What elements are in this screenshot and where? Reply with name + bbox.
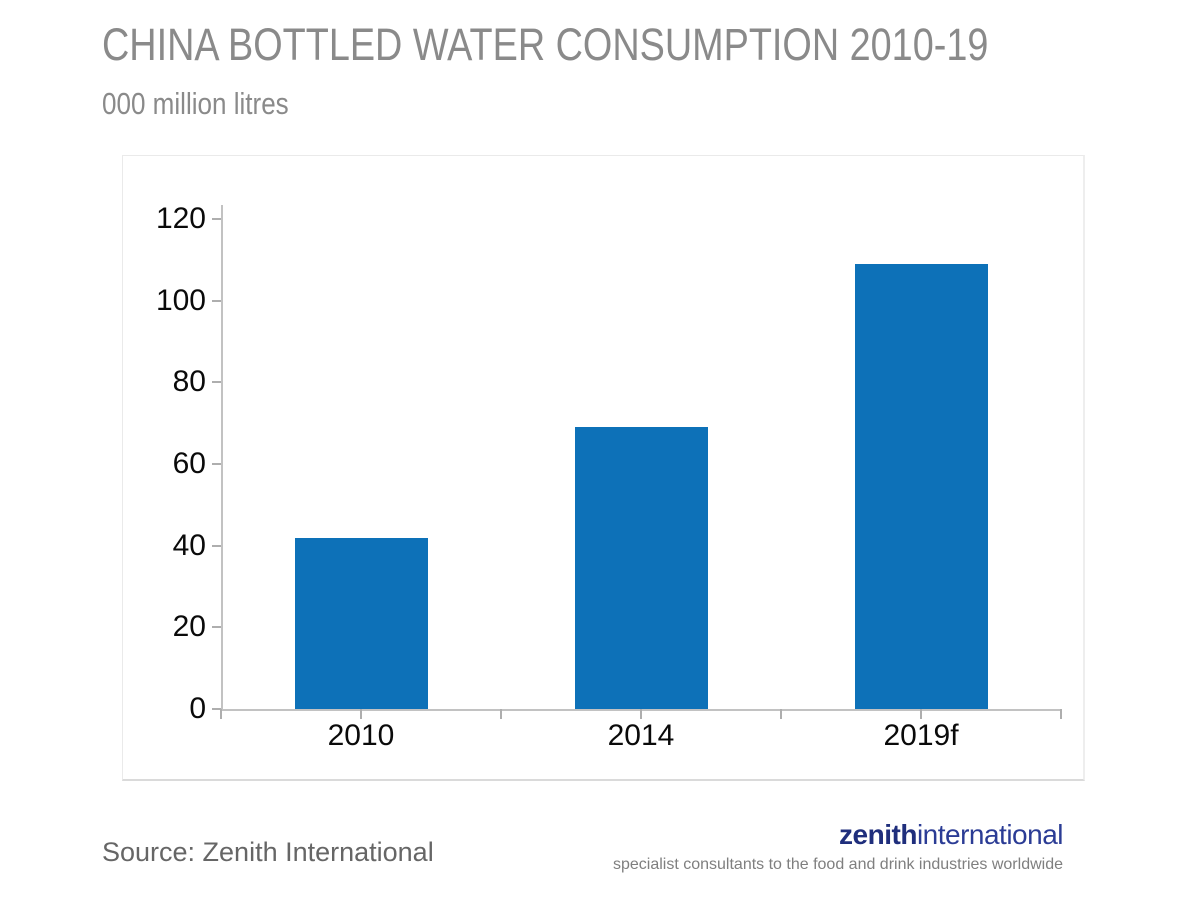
y-axis-tick-label: 40 [172,528,206,562]
y-axis-tick-label: 100 [155,283,206,317]
x-axis-category-label: 2019f [883,719,959,752]
logo-wordmark: zenithinternational [613,818,1063,852]
x-axis-tick [640,709,642,719]
y-axis-tick [212,544,221,547]
logo-wordmark-bold: zenith [839,819,917,850]
y-axis-tick-label: 0 [189,692,206,725]
x-axis-tick [220,709,222,719]
y-axis-tick-label: 60 [172,447,206,480]
x-axis-tick [1060,709,1062,719]
bar-2014 [574,427,708,709]
y-axis-line [221,205,223,711]
page-title: CHINA BOTTLED WATER CONSUMPTION 2010-19 [102,19,989,70]
y-axis-tick [212,218,221,220]
logo-wordmark-light: international [916,819,1064,850]
x-axis-category-label: 2014 [607,719,675,752]
zenith-logo: zenithinternational specialist consultan… [612,818,1064,875]
y-axis-tick [212,299,221,302]
y-axis-tick [212,626,221,629]
y-axis-tick-label: 80 [172,365,206,399]
x-axis-category-label: 2010 [327,719,395,752]
y-axis-tick-label: 120 [155,202,206,235]
bar-2019f [854,263,988,709]
source-text: Source: Zenith International [102,837,434,867]
x-axis-tick [360,709,362,719]
logo-tagline: specialist consultants to the food and d… [612,856,1063,873]
y-axis-tick [212,708,221,710]
x-axis-tick [780,709,782,719]
x-axis-tick [920,709,922,719]
bar-2010 [294,537,428,709]
y-axis-tick-label: 20 [172,610,206,644]
x-axis-tick [500,709,502,719]
y-axis-tick [212,463,221,465]
plot-area: 0 20 40 60 80 100 120 2010 2014 2019f [123,156,1083,779]
chart-frame: 0 20 40 60 80 100 120 2010 2014 2019f [122,155,1085,781]
chart-units-label: 000 million litres [102,86,289,121]
y-axis-tick [212,381,221,384]
